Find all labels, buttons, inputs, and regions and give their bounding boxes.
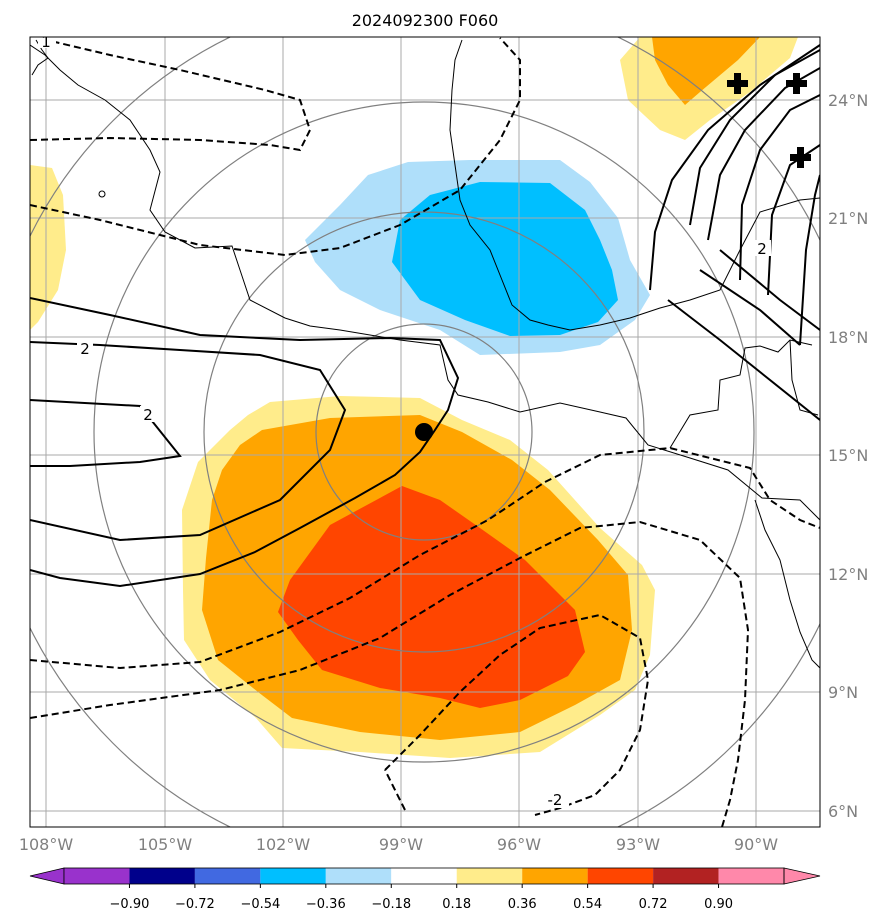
range-rings [30, 37, 820, 827]
graticule [30, 37, 820, 827]
contour-label: 2 [757, 240, 767, 258]
colorbar-extend-max [783, 867, 821, 885]
x-tick-label: 93°W [616, 835, 660, 854]
map-frame [29, 36, 821, 828]
colorbar-segment [194, 868, 261, 884]
x-tick-label: 96°W [497, 835, 541, 854]
contour-dashed-2 [30, 37, 521, 257]
border-guatemala [669, 339, 813, 449]
colorbar-tick-label: 0.90 [704, 897, 733, 912]
coastline-pacific-lower [754, 499, 820, 669]
map-title: 2024092300 F060 [352, 11, 499, 30]
contour-ne-2 [689, 49, 820, 226]
y-tick-label: 15°N [828, 446, 868, 465]
colorbar-segment [325, 868, 392, 884]
contour-dashed-6 [384, 769, 406, 811]
contour-ne-arc-1 [667, 299, 820, 421]
contour-dashed-4 [30, 520, 750, 827]
y-tick-label: 18°N [828, 328, 868, 347]
colorbar: −0.90 −0.72 −0.54 −0.36 −0.18 0.18 0.36 0.54 0.7… [29, 867, 821, 912]
plus-marker [786, 73, 807, 94]
coastline-gulf [449, 39, 820, 331]
plus-marker [727, 73, 748, 94]
y-tick-label: 9°N [828, 683, 858, 702]
plus-markers [727, 73, 811, 168]
x-tick-label: 90°W [734, 835, 778, 854]
colorbar-tick-label: −0.36 [306, 897, 346, 912]
colorbar-tick-label: −0.72 [175, 897, 215, 912]
colorbar-tick-label: −0.90 [110, 897, 150, 912]
colorbar-segment [260, 868, 326, 884]
island [98, 190, 106, 198]
colorbar-outline [63, 867, 785, 885]
colorbar-tick-label: −0.18 [371, 897, 411, 912]
contour-ne-arc-2 [699, 269, 801, 346]
colorbar-segment [64, 868, 130, 884]
contour-ne-1 [649, 44, 820, 291]
colorbar-segment [522, 868, 588, 884]
shaded-field [30, 37, 798, 758]
colorbar-segment [456, 868, 523, 884]
colorbar-segment [653, 868, 719, 884]
colorbar-tick-label: 0.18 [442, 897, 471, 912]
colorbar-segment [391, 868, 457, 884]
contour-solid-1 [30, 297, 460, 588]
shade-positive-strong [278, 486, 585, 708]
colorbar-extend-min [29, 867, 65, 885]
colorbar-tick-label: −0.54 [240, 897, 280, 912]
contour-label: 2 [143, 406, 153, 424]
coastline-mexico-pacific [30, 44, 820, 521]
contour-ne-arc-3 [719, 249, 820, 331]
colorbar-tick-label: 0.72 [639, 897, 668, 912]
y-tick-label: 24°N [828, 91, 868, 110]
x-axis-labels: 108°W 105°W 102°W 99°W 96°W 93°W 90°W [19, 835, 778, 854]
x-tick-label: 99°W [379, 835, 423, 854]
contour-dashed-3 [30, 446, 820, 670]
contour-solid-2 [30, 399, 182, 467]
shade-positive-mid-top [652, 37, 760, 105]
colorbar-segment [129, 868, 195, 884]
coastline-yucatan [789, 339, 819, 416]
shade-negative-strong [392, 182, 618, 336]
contour-labels: 1 2 2 2 -2 [38, 33, 771, 809]
coastlines [30, 39, 820, 669]
x-tick-label: 105°W [138, 835, 193, 854]
contour-ne-6 [799, 174, 820, 346]
y-axis-labels: 6°N 9°N 12°N 15°N 18°N 21°N 24°N [828, 91, 868, 821]
storm-center-marker [415, 423, 433, 441]
shade-positive-weak-left [30, 165, 66, 330]
colorbar-tick-label: 0.36 [508, 897, 537, 912]
contour-ne-4 [739, 94, 820, 281]
contour-solid-3 [30, 341, 347, 542]
contour-label: -2 [548, 791, 563, 809]
colorbar-tick-label: 0.54 [573, 897, 602, 912]
contour-label: 2 [80, 340, 90, 358]
colorbar-segment [587, 868, 654, 884]
y-tick-label: 6°N [828, 802, 858, 821]
x-tick-label: 108°W [19, 835, 74, 854]
colorbar-segment [718, 868, 784, 884]
y-tick-label: 21°N [828, 209, 868, 228]
contour-label: 1 [41, 33, 51, 51]
plus-marker [790, 147, 811, 168]
y-tick-label: 12°N [828, 565, 868, 584]
x-tick-label: 102°W [256, 835, 311, 854]
